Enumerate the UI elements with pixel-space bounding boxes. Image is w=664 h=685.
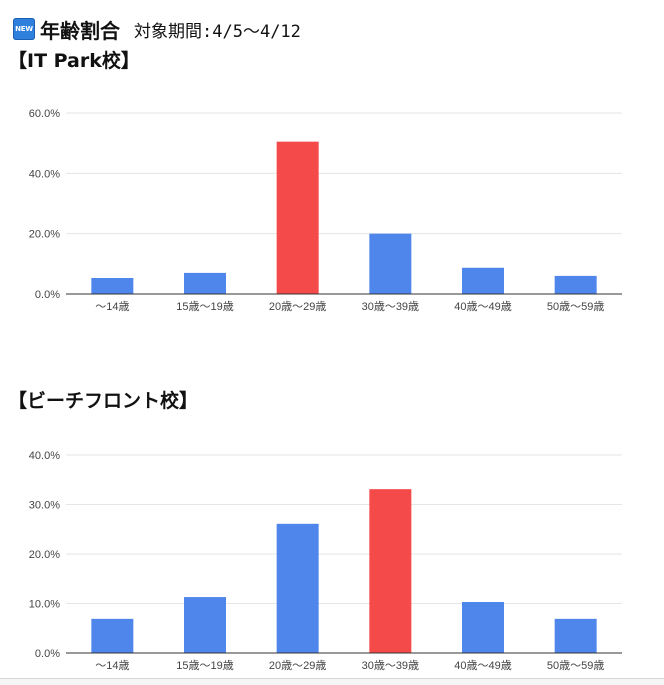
beachfront-age-bar-chart: 0.0% 10.0% 20.0% 30.0% 40.0% 〜14歳 15歳〜19歳 20歳〜2… — [29, 450, 622, 672]
bar — [369, 489, 412, 653]
y-tick-label: 20.0% — [29, 549, 60, 561]
bar — [276, 523, 319, 653]
x-tick-label: 15歳〜19歳 — [176, 300, 233, 313]
bar — [184, 597, 226, 653]
x-tick-label: 50歳〜59歳 — [547, 300, 604, 313]
bar — [369, 233, 412, 294]
page-header: NEW 年齢割合 対象期間: 4/5〜4/12 — [13, 12, 301, 46]
x-tick-label: 〜14歳 — [95, 300, 129, 313]
bar — [91, 618, 134, 653]
y-tick-label: 20.0% — [29, 229, 60, 241]
x-tick-label: 40歳〜49歳 — [454, 300, 511, 313]
itpark-age-bar-chart: 0.0% 20.0% 40.0% 60.0% 〜14歳 15歳〜19歳 20歳〜29歳 30歳… — [29, 108, 622, 313]
period-label: 対象期間: — [134, 21, 213, 42]
bar — [184, 272, 226, 294]
x-tick-label: 15歳〜19歳 — [176, 659, 233, 672]
y-tick-label: 0.0% — [35, 648, 60, 660]
x-tick-label: 30歳〜39歳 — [362, 659, 419, 672]
bar — [91, 278, 134, 294]
bar — [462, 602, 504, 653]
bar — [276, 141, 319, 294]
x-tick-label: 20歳〜29歳 — [269, 300, 326, 313]
page-title: 年齢割合 — [40, 18, 120, 43]
y-tick-label: 60.0% — [29, 108, 60, 120]
bar — [462, 267, 504, 294]
x-tick-label: 30歳〜39歳 — [362, 300, 419, 313]
y-tick-label: 40.0% — [29, 450, 60, 462]
y-tick-label: 0.0% — [35, 289, 60, 301]
y-tick-label: 30.0% — [29, 500, 60, 512]
y-tick-label: 10.0% — [29, 599, 60, 611]
x-tick-label: 50歳〜59歳 — [547, 659, 604, 672]
beachfront-section-title: 【ビーチフロント校】 — [8, 390, 199, 412]
bar — [554, 618, 597, 653]
bar — [554, 275, 597, 294]
period-value: 4/5〜4/12 — [212, 21, 301, 42]
itpark-section-title: 【IT Park校】 — [8, 50, 140, 72]
new-badge-icon: NEW — [13, 18, 35, 40]
x-tick-label: 〜14歳 — [95, 659, 129, 672]
x-tick-label: 40歳〜49歳 — [454, 659, 511, 672]
x-tick-label: 20歳〜29歳 — [269, 659, 326, 672]
y-tick-label: 40.0% — [29, 168, 60, 180]
page-bottom-edge — [0, 678, 664, 685]
